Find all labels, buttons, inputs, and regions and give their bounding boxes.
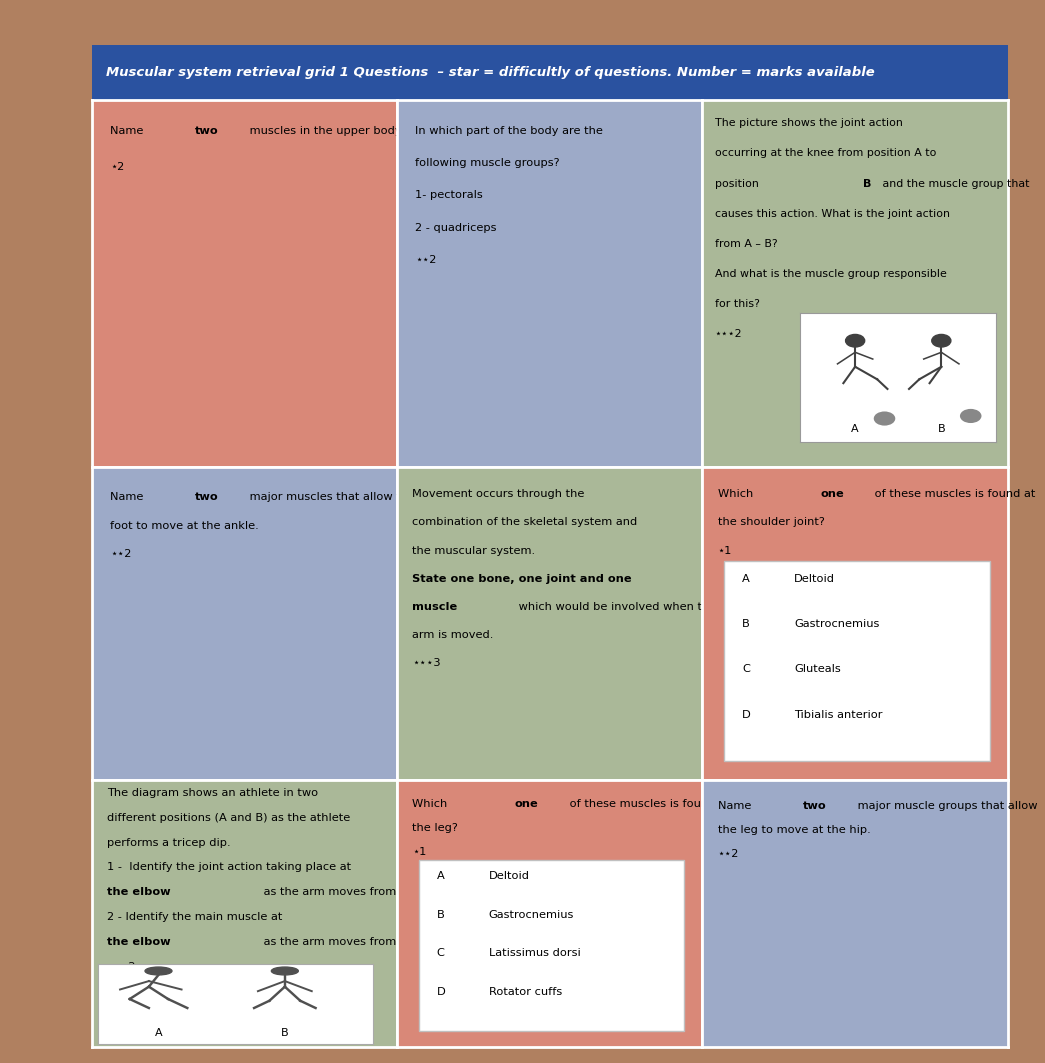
Text: The diagram shows an athlete in two: The diagram shows an athlete in two [108,788,319,798]
Text: A: A [742,574,750,584]
Text: of these muscles is found in: of these muscles is found in [565,798,729,809]
Text: muscle: muscle [413,602,458,612]
Text: A: A [437,871,444,881]
Text: Muscular system retrieval grid 1 Questions  – star = difficultly of questions. N: Muscular system retrieval grid 1 Questio… [106,66,875,79]
Text: the leg to move at the hip.: the leg to move at the hip. [718,825,870,836]
Text: Which: Which [718,489,757,500]
Text: ⋆2: ⋆2 [111,163,124,172]
Bar [724,561,990,761]
Text: ⋆⋆2: ⋆⋆2 [718,849,739,859]
Text: B: B [937,424,945,434]
Text: occurring at the knee from position A to: occurring at the knee from position A to [715,149,936,158]
Text: the elbow: the elbow [108,937,170,947]
Text: 2 - Identify the main muscle at: 2 - Identify the main muscle at [108,912,282,923]
Text: the elbow: the elbow [108,888,170,897]
Text: performs a tricep dip.: performs a tricep dip. [108,838,231,847]
Text: ⋆⋆⋆2: ⋆⋆⋆2 [715,330,742,339]
Circle shape [874,411,896,425]
Circle shape [932,335,951,347]
Text: the leg?: the leg? [413,823,459,832]
Text: A: A [852,424,859,434]
Circle shape [845,335,864,347]
Text: Gluteals: Gluteals [794,664,841,674]
Text: A: A [155,1028,162,1037]
Text: Name: Name [718,802,754,811]
Text: And what is the muscle group responsible: And what is the muscle group responsible [715,269,947,279]
Text: the shoulder joint?: the shoulder joint? [718,518,825,527]
Text: arm is moved.: arm is moved. [413,630,494,640]
Text: ⋆1: ⋆1 [718,545,732,556]
Text: different positions (A and B) as the athlete: different positions (A and B) as the ath… [108,813,350,823]
Text: 2 - quadriceps: 2 - quadriceps [416,222,497,233]
Text: as the arm moves from A to B.: as the arm moves from A to B. [260,937,438,947]
Text: ⋆⋆2: ⋆⋆2 [111,549,132,559]
Text: B: B [437,910,444,919]
Text: D: D [742,710,751,720]
Circle shape [145,967,172,975]
Text: the muscular system.: the muscular system. [413,545,535,556]
Text: ⋆⋆⋆2: ⋆⋆⋆2 [108,962,136,972]
Text: ⋆⋆2: ⋆⋆2 [416,255,437,265]
Text: one: one [820,489,843,500]
Text: Deltoid: Deltoid [794,574,835,584]
Text: following muscle groups?: following muscle groups? [416,158,560,168]
Text: Which: Which [413,798,451,809]
Text: causes this action. What is the joint action: causes this action. What is the joint ac… [715,208,950,219]
Text: position: position [715,179,762,188]
Text: In which part of the body are the: In which part of the body are the [416,125,603,136]
Text: of these muscles is found at: of these muscles is found at [872,489,1036,500]
Text: 1- pectorals: 1- pectorals [416,190,483,200]
Text: from A – B?: from A – B? [715,239,777,249]
Text: ⋆⋆⋆3: ⋆⋆⋆3 [413,658,441,668]
Text: as the arm moves from A to B.: as the arm moves from A to B. [260,888,438,897]
Text: Name: Name [111,125,147,136]
Text: C: C [742,664,750,674]
Text: Latissimus dorsi: Latissimus dorsi [489,948,580,958]
Text: major muscles that allow the: major muscles that allow the [247,492,416,503]
Text: 1 -  Identify the joint action taking place at: 1 - Identify the joint action taking pla… [108,862,351,873]
Circle shape [272,967,298,975]
Text: for this?: for this? [715,299,760,309]
Text: Tibialis anterior: Tibialis anterior [794,710,883,720]
Text: State one bone, one joint and one: State one bone, one joint and one [413,574,632,584]
Circle shape [960,409,981,423]
Text: B: B [742,619,750,629]
Text: foot to move at the ankle.: foot to move at the ankle. [111,521,259,530]
Text: major muscle groups that allow: major muscle groups that allow [854,802,1038,811]
Text: one: one [514,798,538,809]
Text: Gastrocnemius: Gastrocnemius [794,619,880,629]
Text: Deltoid: Deltoid [489,871,530,881]
Text: two: two [195,125,219,136]
Text: B: B [862,179,870,188]
Text: muscles in the upper body.: muscles in the upper body. [247,125,404,136]
Text: D: D [437,986,445,997]
Text: Rotator cuffs: Rotator cuffs [489,986,562,997]
Text: combination of the skeletal system and: combination of the skeletal system and [413,518,637,527]
Text: The picture shows the joint action: The picture shows the joint action [715,118,903,129]
Text: B: B [281,1028,288,1037]
Bar [418,860,684,1031]
Text: Name: Name [111,492,147,503]
Text: ⋆1: ⋆1 [413,847,426,857]
Text: two: two [803,802,827,811]
Text: Gastrocnemius: Gastrocnemius [489,910,574,919]
Text: C: C [437,948,445,958]
Text: which would be involved when the: which would be involved when the [514,602,716,612]
Text: two: two [195,492,219,503]
Text: Movement occurs through the: Movement occurs through the [413,489,585,500]
Text: and the muscle group that: and the muscle group that [879,179,1029,188]
